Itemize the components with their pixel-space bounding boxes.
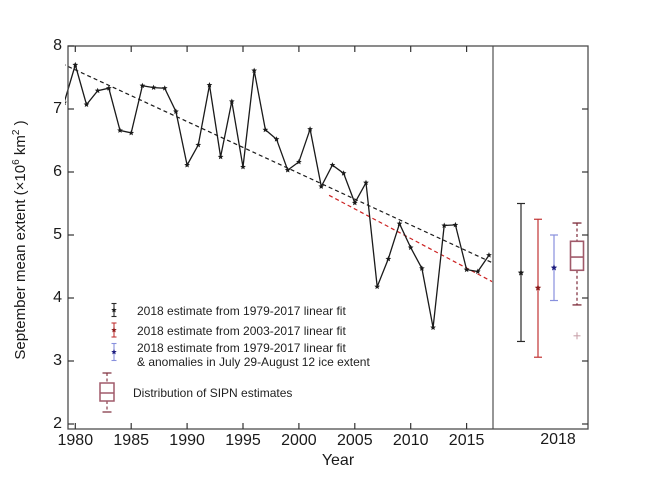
observed-point (195, 141, 202, 148)
observed-point (173, 108, 179, 114)
sipn-boxplot (569, 222, 585, 340)
y-tick-label-8: 8 (53, 37, 62, 54)
y-axis-title: September mean extent (×106 km2 ) (11, 90, 33, 390)
x-tick-label-2000: 2000 (281, 432, 317, 449)
legend-glyphs (99, 302, 117, 413)
legend-marker (111, 349, 117, 355)
observed-point (385, 255, 392, 262)
legend-label-2003-2017-fit: 2018 estimate from 2003-2017 linear fit (137, 324, 346, 338)
observed-point (329, 162, 336, 168)
y-tick-label-5: 5 (53, 226, 62, 243)
legend-label-sipn-distribution: Distribution of SIPN estimates (133, 386, 293, 400)
observed-point (184, 162, 190, 168)
observed-point (340, 170, 347, 176)
legend-label-anomalies-line1: 2018 estimate from 1979-2017 linear fit (137, 341, 346, 355)
observed-point (161, 85, 168, 91)
observed-point (374, 283, 381, 290)
y-axis-title-text: September mean extent (×10 (12, 164, 29, 360)
observed-point (150, 84, 157, 91)
estimate-marker (550, 264, 558, 271)
x-tick-label-2005: 2005 (337, 432, 373, 449)
estimate-red-2003-2017 (534, 218, 542, 358)
y-tick-label-7: 7 (53, 100, 62, 117)
trend-line-1979-2017 (65, 64, 493, 264)
observed-point (284, 167, 291, 173)
estimate-black-1979-2017 (517, 202, 525, 343)
x-tick-label-1985: 1985 (113, 432, 149, 449)
observed-point (262, 126, 269, 133)
observed-point (430, 324, 436, 331)
observed-point (251, 67, 258, 73)
observed-point (463, 266, 470, 273)
observed-point (105, 85, 112, 91)
observed-point (452, 221, 459, 228)
y-tick-label-2: 2 (53, 415, 62, 432)
y-tick-label-3: 3 (53, 352, 62, 369)
y-tick-label-4: 4 (53, 289, 62, 306)
observed-point (307, 126, 313, 132)
observed-point (486, 252, 492, 258)
observed-point (318, 183, 325, 189)
y-axis-title-text: ) (12, 120, 29, 130)
observed-point (65, 101, 67, 106)
observed-point (139, 82, 146, 89)
observed-point (83, 101, 90, 108)
estimate-marker (534, 284, 542, 291)
observed-point (206, 82, 213, 88)
observed-point (419, 265, 425, 271)
legend-marker (111, 327, 117, 333)
plot-frame (67, 45, 589, 430)
observed-point (72, 61, 79, 68)
observed-point (128, 129, 135, 136)
x-axis-title: Year (321, 452, 355, 469)
y-axis-title-sup2: 2 (11, 129, 22, 136)
observed-point (407, 244, 414, 251)
y-tick-label-6: 6 (53, 163, 62, 180)
observed-point (296, 158, 302, 165)
legend-label-anomalies-line2: & anomalies in July 29-August 12 ice ext… (137, 355, 370, 369)
legend-label-1979-2017-fit: 2018 estimate from 1979-2017 linear fit (137, 304, 346, 318)
estimate-marker (517, 269, 525, 276)
observed-point (117, 127, 123, 133)
x-tick-label-1980: 1980 (57, 432, 94, 449)
axis-ticks (68, 45, 588, 429)
observed-point (273, 136, 280, 142)
legend-marker (111, 307, 117, 313)
estimate-blue-anomalies (550, 234, 558, 302)
observed-point (441, 222, 448, 228)
x-tick-label-1990: 1990 (169, 432, 205, 449)
right-panel-tick-label: 2018 (540, 431, 576, 448)
trend-lines (65, 64, 493, 283)
x-tick-label-1995: 1995 (225, 432, 261, 449)
y-axis-title-sup6: 6 (11, 159, 22, 165)
y-axis-title-text: km (12, 135, 29, 160)
observed-point (217, 153, 224, 160)
x-tick-label-2015: 2015 (448, 432, 485, 449)
observed-point (240, 163, 246, 170)
observed-series-line (65, 62, 490, 328)
observed-point (94, 87, 101, 94)
observed-point (474, 268, 481, 274)
observed-series (65, 61, 492, 331)
observed-point (396, 220, 403, 227)
observed-point (351, 199, 358, 206)
observed-point (228, 98, 235, 104)
observed-point (363, 179, 369, 186)
x-tick-label-2010: 2010 (392, 432, 429, 449)
